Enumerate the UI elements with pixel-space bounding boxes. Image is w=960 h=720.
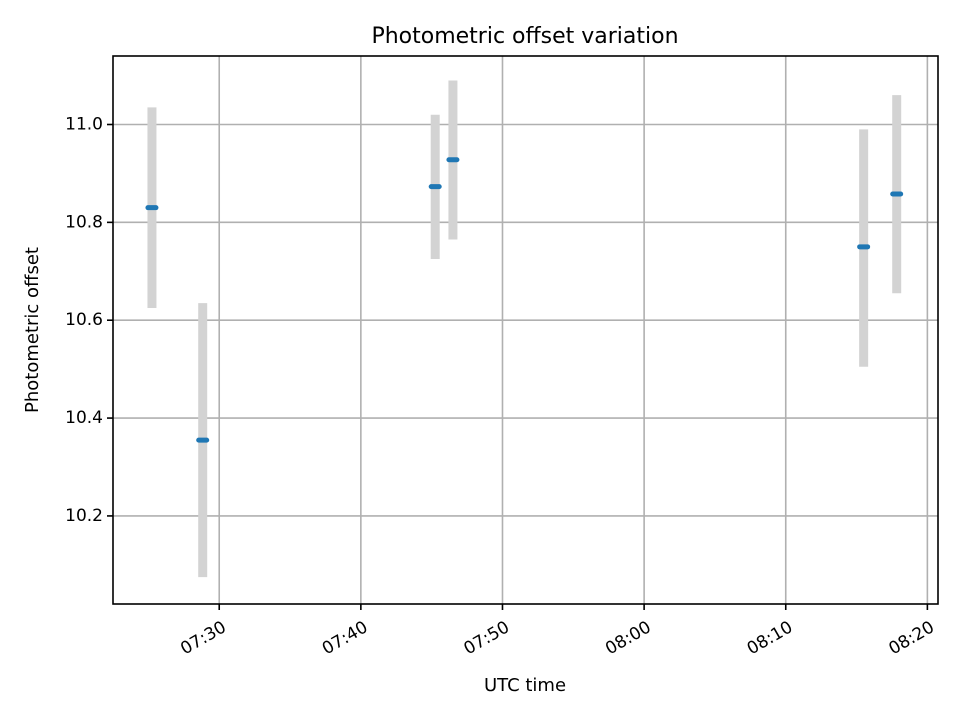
- plot-frame: [112, 55, 939, 605]
- y-tick-label: 10.6: [65, 310, 103, 330]
- x-tick-label: 07:30: [177, 617, 229, 659]
- y-tick-label: 10.4: [65, 408, 103, 428]
- x-tick-label: 07:50: [461, 617, 513, 659]
- y-tick-label: 10.8: [65, 212, 103, 232]
- tick-layer: 07:30 07:40 07:50 08:00 08:10 08:20 10.2 10.4 10…: [65, 115, 938, 660]
- y-tick-label: 11.0: [65, 115, 103, 135]
- point-layer: [145, 157, 904, 443]
- x-tick-label: 08:10: [744, 617, 796, 659]
- chart-title: Photometric offset variation: [371, 24, 678, 49]
- x-tick-label: 08:20: [885, 617, 937, 659]
- x-tick-label: 08:00: [602, 617, 654, 659]
- y-tick-label: 10.2: [65, 506, 103, 526]
- x-tick-label: 07:40: [319, 617, 371, 659]
- y-axis-label: Photometric offset: [22, 247, 43, 413]
- grid-layer: [113, 56, 938, 604]
- x-axis-label: UTC time: [484, 675, 566, 696]
